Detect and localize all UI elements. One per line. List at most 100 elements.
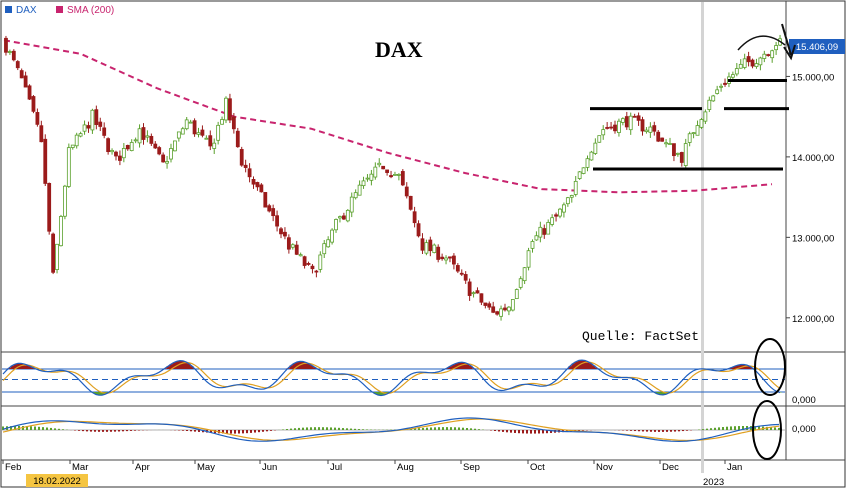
candle-body [63,185,67,217]
candle-body [47,182,52,232]
candle-body [632,115,637,118]
candle-body [672,143,676,157]
candle-body [526,250,531,268]
candle-body [424,242,429,254]
candle-body [715,89,720,94]
candle-body [125,144,130,150]
candle-body [35,112,40,125]
last-price-value: 15.406,09 [796,42,838,53]
candle-body [711,95,716,102]
candle-body [620,118,625,123]
candle-body [530,241,535,249]
candle-body [59,216,63,247]
candles-layer [4,34,782,321]
candle-body [74,134,79,147]
candle-body [129,142,134,152]
sma-layer [3,39,773,194]
candle-body [188,121,193,124]
candle-body [365,177,370,180]
candle-body [66,147,71,187]
candle-body [322,243,327,255]
y-tick-label: 13.000,00 [792,233,834,244]
candle-body [208,135,213,147]
oscillator-layer [2,359,785,397]
candle-body [357,184,362,196]
candle-body [39,125,44,143]
candle-body [703,111,708,122]
candle-body [78,133,83,137]
candle-body [283,231,287,237]
candle-body [699,119,704,128]
candle-body [279,228,283,235]
candle-body [404,186,409,197]
candle-body [204,137,209,140]
candle-body [286,237,291,250]
candle-body [298,254,303,257]
candle-body [420,238,425,251]
candle-body [452,255,456,265]
candle-body [538,226,543,238]
candle-body [624,116,629,128]
candle-body [341,215,346,220]
candle-body [754,63,759,68]
x-tick-label: Jan [727,462,742,473]
candle-body [239,149,244,166]
candle-body [228,98,232,121]
candle-body [617,120,621,133]
candle-body [243,164,248,168]
candle-body [585,158,590,168]
legend-sma-label: SMA (200) [67,5,114,16]
candle-body [98,121,103,127]
candle-body [27,85,32,100]
candle-body [231,116,236,130]
curve-arrow-annotation [737,35,786,51]
candle-body [310,265,315,270]
candle-body [224,97,228,121]
candle-body [396,174,401,176]
candle-body [180,128,185,135]
x-tick-label: Oct [530,462,545,473]
x-tick-label: Aug [397,462,414,473]
candle-body [514,289,519,299]
candle-body [534,235,539,241]
candle-body [683,143,688,166]
x-tick-label: May [197,462,215,473]
candle-body [11,50,16,61]
candle-body [746,56,751,63]
candle-body [184,119,189,130]
candle-body [601,129,606,136]
candle-body [569,195,574,198]
candle-body [448,256,452,259]
y-tick-label: 15.000,00 [792,72,834,83]
candle-body [479,293,484,303]
candle-body [597,135,602,143]
candle-body [664,142,668,145]
osc-signal-line [2,361,781,395]
candle-body [459,272,464,275]
x-tick-label: Sep [463,462,480,473]
candle-body [338,216,342,219]
candle-body [121,148,126,159]
candle-body [550,217,555,225]
candle-body [169,148,173,160]
candle-body [373,166,378,178]
candle-body [369,173,374,181]
candle-body [593,142,598,154]
candle-body [495,311,500,315]
candle-body [251,179,256,185]
source-label: Quelle: FactSet [582,329,699,344]
candle-body [345,209,350,222]
candle-body [263,192,268,208]
candle-body [106,138,111,153]
candle-body [636,115,641,121]
candle-body [275,215,279,227]
chart-title: DAX [375,37,423,62]
x-tick-label: Jun [262,462,277,473]
candle-body [110,150,114,153]
legend-dax-label: DAX [16,5,37,16]
candle-body [408,195,413,210]
macd-line [2,417,780,443]
candle-body [554,214,558,217]
candle-body [7,51,12,53]
